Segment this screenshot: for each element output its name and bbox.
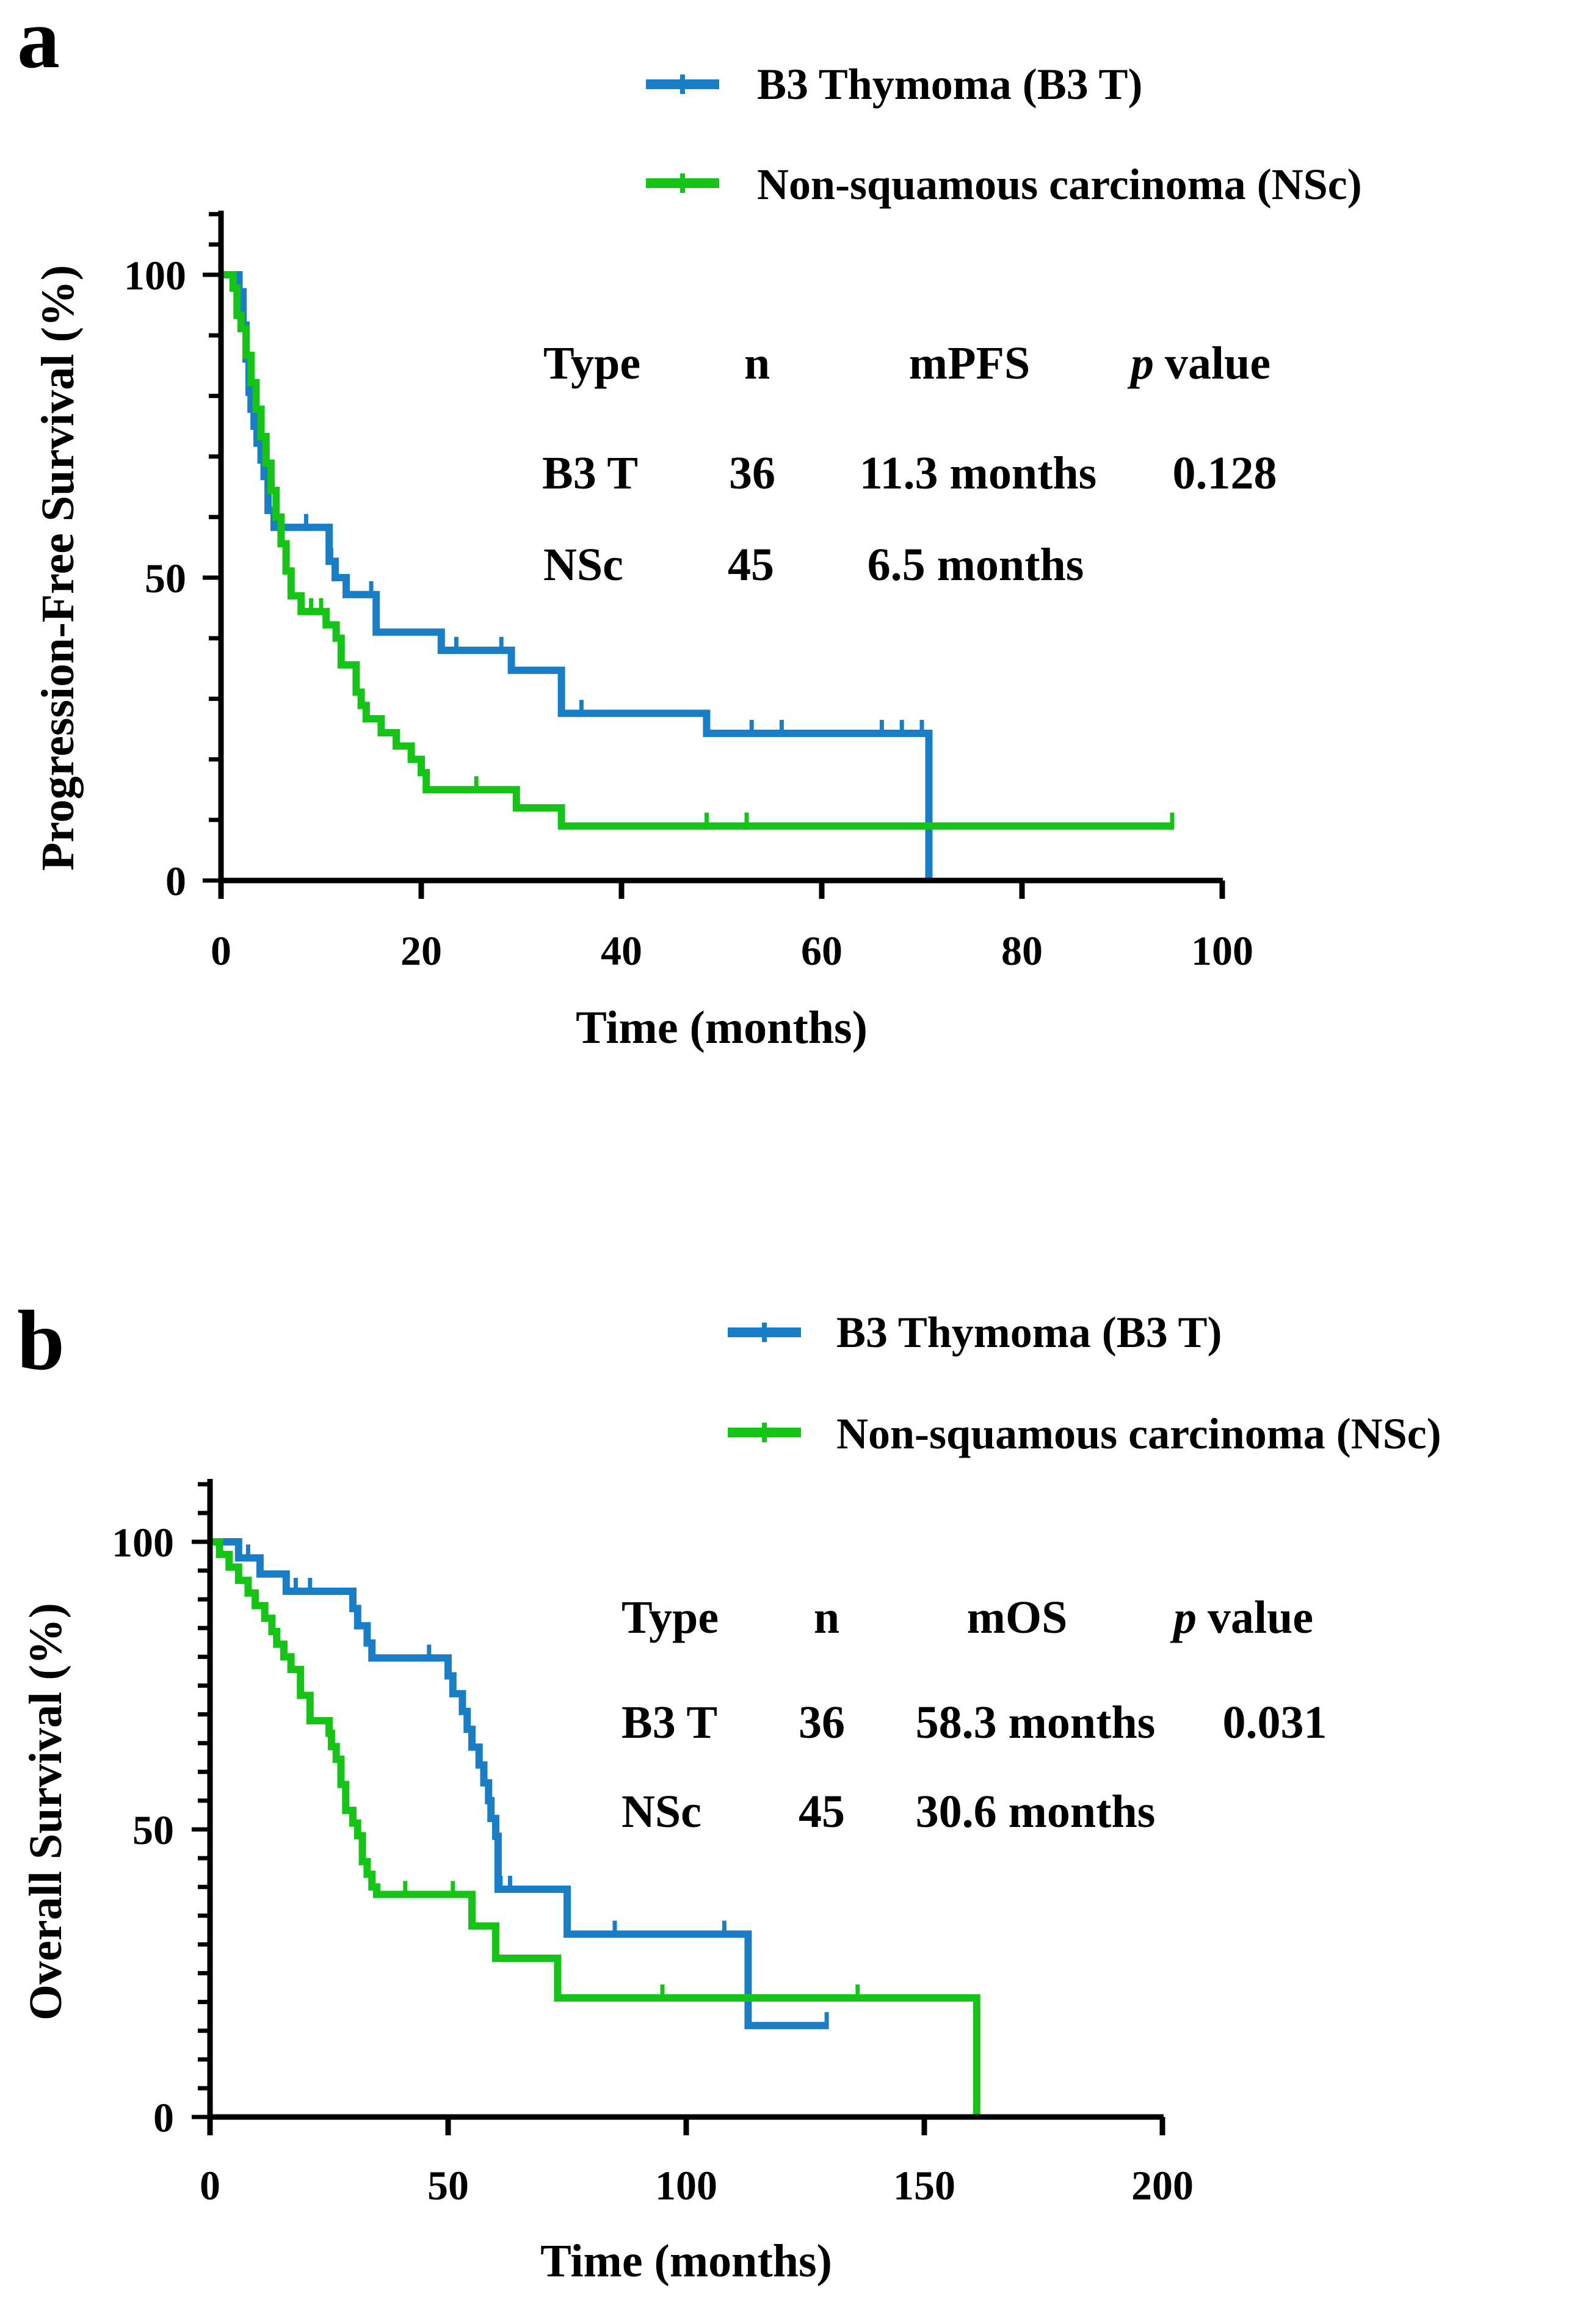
panel-a-table-row-b3t-p: 0.128 [1173,448,1277,499]
panel-a-x-tick-label: 60 [801,928,843,974]
panel-a-legend-nsc-label: Non-squamous carcinoma (NSc) [757,160,1362,209]
panel-a-table-header-median: mPFS [909,338,1030,389]
panel-a-table-header-type: Type [543,338,640,389]
panel-a-table-row-b3t-type: B3 T [542,448,638,499]
panel-b-x-tick-label: 50 [427,2162,469,2209]
panel-b-x-tick-label: 100 [655,2162,717,2209]
panel-b-stats-table: Type n mOS p value B3 T 36 58.3 months 0.… [621,1592,1327,1837]
panel-b-y-tick-labels: 0 50 100 [112,1519,174,2141]
panel-a-table-header-p-letter: p [1127,338,1154,389]
panel-b-table-header-n: n [814,1592,839,1643]
panel-a-y-tick-labels: 0 50 100 [124,252,186,904]
panel-a-legend: B3 Thymoma (B3 T) Non-squamous carcinoma… [646,60,1362,209]
panel-a-x-tick-label: 40 [601,928,642,974]
panel-a-table-row-nsc-median: 6.5 months [868,539,1084,590]
panel-a-x-tick-label: 20 [400,928,442,974]
panel-b-table-header-type: Type [621,1592,719,1643]
panel-a-y-tick-label: 100 [124,252,186,299]
panel-b-table-row-b3t-p: 0.031 [1223,1697,1327,1748]
panel-b-legend-b3t-label: B3 Thymoma (B3 T) [836,1308,1222,1357]
panel-b-x-axis-title: Time (months) [540,2235,832,2287]
panel-a-letter: a [17,0,60,86]
panel-b-table-header-p-value-word: value [1208,1592,1313,1643]
panel-b-table-row-nsc-type: NSc [621,1786,701,1837]
panel-a-stats-table: Type n mPFS p value B3 T 36 11.3 months 0… [542,338,1277,590]
panel-a-y-tick-label: 50 [145,555,186,601]
panel-b-y-tick-label: 0 [153,2094,174,2141]
panel-b-table-header-p-letter: p [1170,1592,1197,1643]
panel-a-y-tick-label: 0 [165,858,186,904]
panel-b-table-header-p: p value [1170,1592,1313,1643]
panel-b-y-axis-title: Overall Survival (%) [20,1603,71,2021]
panel-a-nsc-survival-curve [221,271,1172,830]
panel-b-table-header-median: mOS [967,1592,1068,1643]
panel-a-table-header-n: n [744,338,770,389]
panel-a-x-tick-labels: 0 20 40 60 80 100 [211,928,1253,974]
panel-b-legend: B3 Thymoma (B3 T) Non-squamous carcinoma… [728,1308,1441,1458]
panel-a-x-tick-label: 80 [1001,928,1043,974]
panel-b-nsc-survival-curve [210,1538,980,2117]
panel-a-x-tick-label: 0 [211,928,231,974]
panel-b-y-tick-label: 50 [132,1807,174,1853]
panel-b: b B3 Thymoma (B3 T) Non-squamous carcino… [17,1293,1441,2287]
panel-b-axes [192,1479,1165,2135]
panel-b-ticks [192,1482,1165,2135]
panel-b-x-tick-labels: 0 50 100 150 200 [200,2162,1194,2209]
panel-b-table-row-nsc-median: 30.6 months [916,1786,1156,1837]
panel-b-b3t-survival-curve [210,1538,827,2030]
panel-b-table-row-nsc-n: 45 [799,1786,845,1837]
panel-b-series-layer [210,1538,980,2117]
panel-a: a B3 Thymoma (B3 T) Non-squamous carcino… [17,0,1362,1053]
panel-b-y-tick-label: 100 [112,1519,174,1566]
panel-b-table-row-b3t-n: 36 [799,1697,845,1748]
panel-b-table-row-b3t-type: B3 T [621,1697,717,1748]
panel-b-x-tick-label: 150 [893,2162,955,2209]
panel-a-table-row-b3t-median: 11.3 months [860,448,1097,499]
panel-a-table-header-p: p value [1127,338,1270,389]
panel-a-ticks [203,212,1225,899]
panel-b-legend-nsc-label: Non-squamous carcinoma (NSc) [836,1409,1441,1458]
panel-a-table-row-b3t-n: 36 [729,448,775,499]
panel-a-table-row-nsc-type: NSc [543,539,623,590]
panel-a-y-axis-title: Progression-Free Survival (%) [32,265,84,871]
panel-a-legend-b3t-label: B3 Thymoma (B3 T) [757,60,1142,109]
panel-a-axes [203,211,1225,899]
panel-a-table-row-nsc-n: 45 [728,539,774,590]
panel-a-x-tick-label: 100 [1191,928,1253,974]
panel-b-letter: b [17,1293,65,1388]
panel-a-x-axis-title: Time (months) [576,1002,868,1053]
panel-b-table-row-b3t-median: 58.3 months [916,1697,1156,1748]
panel-b-x-tick-label: 200 [1131,2162,1194,2209]
panel-b-x-tick-label: 0 [200,2162,220,2209]
panel-a-table-header-p-value-word: value [1165,338,1270,389]
panel-a-series-layer [221,271,1175,881]
